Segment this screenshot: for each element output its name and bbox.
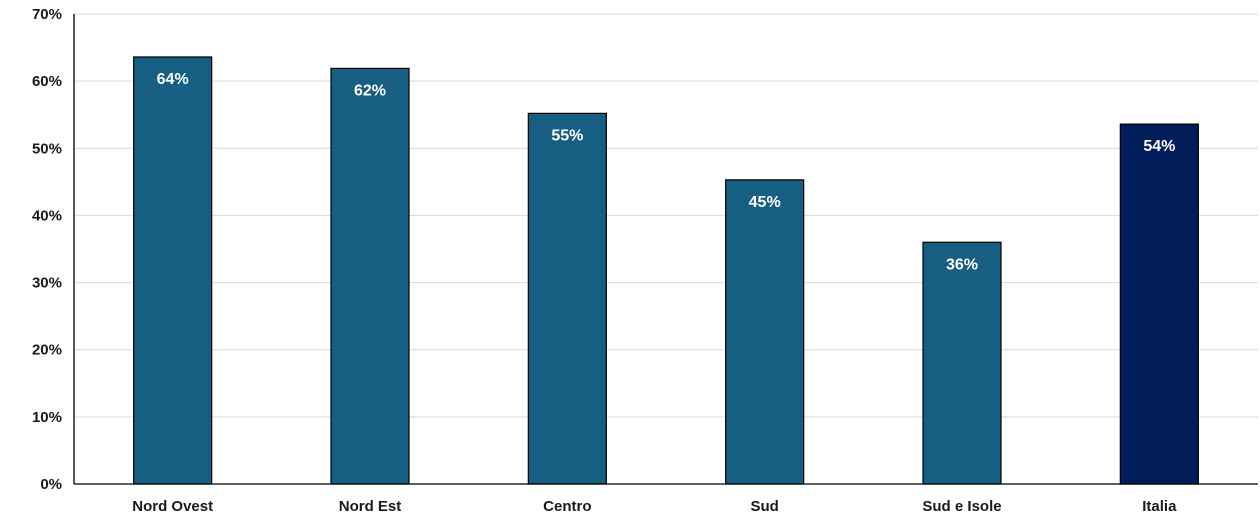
y-tick-label: 0% bbox=[40, 476, 62, 493]
data-labels: 64% 62% 55% 45% 36% 54% bbox=[157, 71, 1176, 273]
y-axis-tick-labels: 0% 10% 20% 30% 40% 50% 60% 70% bbox=[32, 6, 62, 493]
y-tick-label: 10% bbox=[32, 409, 62, 426]
data-label: 45% bbox=[749, 194, 781, 211]
bar bbox=[922, 241, 1002, 485]
bar bbox=[133, 56, 213, 485]
data-label: 62% bbox=[354, 82, 386, 99]
category-label: Sud bbox=[750, 498, 778, 515]
y-tick-label: 70% bbox=[32, 6, 62, 23]
category-label: Centro bbox=[543, 498, 591, 515]
y-tick-label: 20% bbox=[32, 342, 62, 359]
bar bbox=[330, 67, 410, 485]
data-label: 36% bbox=[946, 256, 978, 273]
gridlines bbox=[74, 13, 1258, 418]
y-tick-label: 40% bbox=[32, 207, 62, 224]
bars bbox=[133, 56, 1199, 485]
y-tick-label: 60% bbox=[32, 73, 62, 90]
bar bbox=[527, 112, 607, 485]
x-axis-category-labels: Nord Ovest Nord Est Centro Sud Sud e Isole It… bbox=[132, 498, 1177, 515]
data-label: 54% bbox=[1143, 138, 1175, 155]
data-label: 55% bbox=[551, 127, 583, 144]
bar bbox=[1119, 123, 1199, 485]
category-label: Sud e Isole bbox=[922, 498, 1001, 515]
y-tick-label: 30% bbox=[32, 275, 62, 292]
category-label: Nord Est bbox=[339, 498, 402, 515]
y-tick-label: 50% bbox=[32, 140, 62, 157]
bar bbox=[725, 179, 805, 485]
category-label: Italia bbox=[1142, 498, 1177, 515]
category-label: Nord Ovest bbox=[132, 498, 213, 515]
data-label: 64% bbox=[157, 71, 189, 88]
